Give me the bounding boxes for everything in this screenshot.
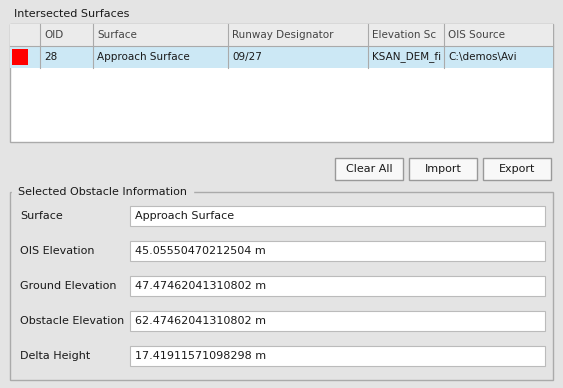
Text: 62.47462041310802 m: 62.47462041310802 m <box>135 316 266 326</box>
Text: Export: Export <box>499 164 535 174</box>
Text: Surface: Surface <box>97 30 137 40</box>
Text: Runway Designator: Runway Designator <box>232 30 333 40</box>
Text: Elevation Sc: Elevation Sc <box>372 30 436 40</box>
FancyBboxPatch shape <box>130 346 545 366</box>
FancyBboxPatch shape <box>130 311 545 331</box>
FancyBboxPatch shape <box>335 158 403 180</box>
FancyBboxPatch shape <box>409 158 477 180</box>
Text: Intersected Surfaces: Intersected Surfaces <box>14 9 129 19</box>
FancyBboxPatch shape <box>10 24 553 142</box>
Text: Import: Import <box>425 164 462 174</box>
Text: 28: 28 <box>44 52 57 62</box>
Text: Approach Surface: Approach Surface <box>135 211 234 221</box>
Text: C:\demos\Avi: C:\demos\Avi <box>448 52 517 62</box>
FancyBboxPatch shape <box>10 192 553 380</box>
FancyBboxPatch shape <box>10 46 553 68</box>
Text: 09/27: 09/27 <box>232 52 262 62</box>
Text: Approach Surface: Approach Surface <box>97 52 190 62</box>
FancyBboxPatch shape <box>10 24 553 46</box>
FancyBboxPatch shape <box>130 276 545 296</box>
Text: 45.05550470212504 m: 45.05550470212504 m <box>135 246 266 256</box>
Text: 47.47462041310802 m: 47.47462041310802 m <box>135 281 266 291</box>
Text: Ground Elevation: Ground Elevation <box>20 281 117 291</box>
Text: 17.41911571098298 m: 17.41911571098298 m <box>135 351 266 361</box>
Text: Surface: Surface <box>20 211 62 221</box>
Text: OIS Source: OIS Source <box>448 30 505 40</box>
Text: Selected Obstacle Information: Selected Obstacle Information <box>18 187 187 197</box>
Text: OIS Elevation: OIS Elevation <box>20 246 95 256</box>
Text: Delta Height: Delta Height <box>20 351 90 361</box>
FancyBboxPatch shape <box>12 49 28 65</box>
Text: KSAN_DEM_fi: KSAN_DEM_fi <box>372 52 441 62</box>
Text: OID: OID <box>44 30 63 40</box>
FancyBboxPatch shape <box>130 206 545 226</box>
Text: Clear All: Clear All <box>346 164 392 174</box>
FancyBboxPatch shape <box>130 241 545 261</box>
FancyBboxPatch shape <box>483 158 551 180</box>
Text: Obstacle Elevation: Obstacle Elevation <box>20 316 124 326</box>
